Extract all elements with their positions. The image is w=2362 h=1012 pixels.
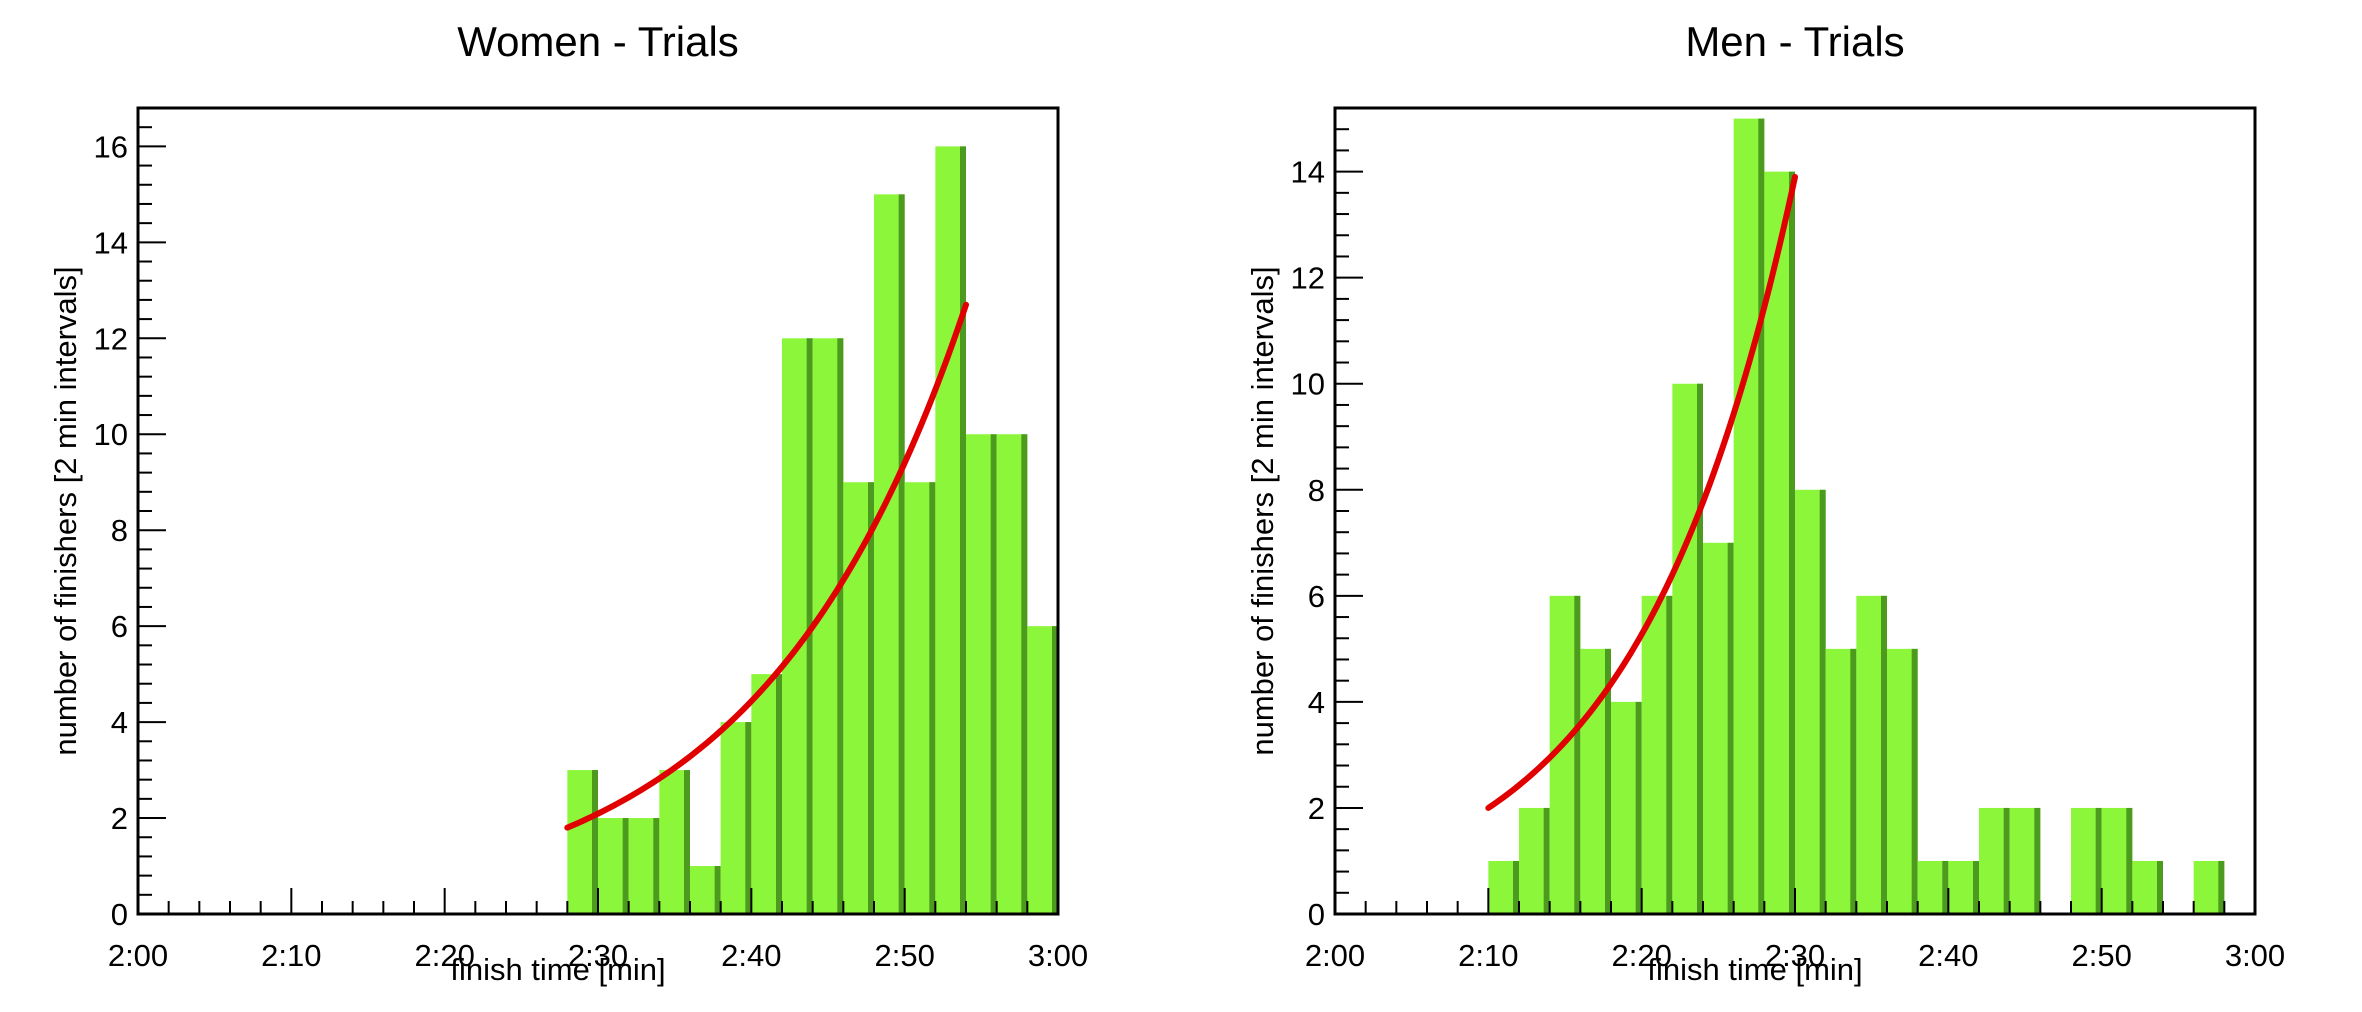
x-tick-label: 2:50 bbox=[2071, 938, 2131, 973]
y-tick-label: 14 bbox=[1291, 155, 1325, 190]
histogram-bar-edge bbox=[837, 338, 844, 914]
histogram-bar-edge bbox=[592, 770, 598, 914]
x-tick-label: 2:00 bbox=[108, 938, 168, 973]
histogram-bar-edge bbox=[2003, 807, 2010, 914]
histogram-bar-edge bbox=[1574, 595, 1581, 914]
histogram-bar-edge bbox=[990, 434, 997, 914]
y-tick-label: 12 bbox=[94, 321, 128, 356]
histogram-bar-edge bbox=[1543, 807, 1550, 914]
chart-panel-2: Men - Trials 2:00 2:10 2:20 2:30 2:40 2:50 3:00… bbox=[1245, 18, 2285, 987]
y-tick-label: 4 bbox=[111, 705, 128, 740]
histogram-bar-edge bbox=[960, 146, 966, 914]
y-tick-label: 6 bbox=[111, 609, 128, 644]
histogram-bar-edge bbox=[1697, 383, 1703, 915]
histogram-bar-edge bbox=[776, 674, 782, 914]
x-axis-label: finish time [min] bbox=[450, 952, 665, 987]
histogram-bar-edge bbox=[622, 818, 629, 914]
chart-title: Women - Trials bbox=[457, 18, 739, 65]
chart-panel-1: Women - Trials 2:00 2:10 2:20 2:30 2:40 2:50 3:… bbox=[48, 18, 1088, 987]
histogram-bar-edge bbox=[2157, 860, 2163, 914]
x-tick-label: 3:00 bbox=[2225, 938, 2285, 973]
x-tick-label: 2:10 bbox=[261, 938, 321, 973]
x-tick-label: 2:40 bbox=[1918, 938, 1978, 973]
y-tick-label: 0 bbox=[111, 897, 128, 932]
histogram-bar-edge bbox=[1789, 171, 1795, 914]
histogram-bar-edge bbox=[1819, 489, 1826, 914]
histogram-bar-edge bbox=[1513, 860, 1519, 914]
histogram-bar-edge bbox=[2034, 807, 2041, 914]
histogram-bar-edge bbox=[1052, 626, 1058, 914]
histogram-bar-edge bbox=[1666, 595, 1673, 914]
y-tick-label: 0 bbox=[1308, 897, 1325, 932]
x-axis-label: finish time [min] bbox=[1647, 952, 1862, 987]
fit-curve bbox=[1485, 173, 1798, 811]
histogram-bar-edge bbox=[2218, 860, 2225, 914]
histogram-bar-edge bbox=[1850, 648, 1857, 914]
y-tick-label: 10 bbox=[1291, 367, 1325, 402]
y-axis-label: number of finishers [2 min intervals] bbox=[48, 266, 83, 755]
y-tick-label: 12 bbox=[1291, 261, 1325, 296]
y-tick-label: 4 bbox=[1308, 685, 1325, 720]
x-tick-label: 2:40 bbox=[721, 938, 781, 973]
histogram-bar-edge bbox=[868, 482, 874, 914]
y-tick-label: 2 bbox=[1308, 791, 1325, 826]
histogram-bar-edge bbox=[1973, 860, 1979, 914]
histogram-bar-edge bbox=[929, 482, 936, 914]
histogram-bar-edge bbox=[714, 866, 721, 914]
histogram-bar-edge bbox=[1605, 648, 1611, 914]
x-tick-label: 2:30 bbox=[568, 938, 628, 973]
chart-title: Men - Trials bbox=[1685, 18, 1904, 65]
histogram-bar-edge bbox=[1021, 434, 1028, 914]
y-tick-label: 10 bbox=[94, 417, 128, 452]
y-tick-label: 14 bbox=[94, 225, 128, 260]
x-tick-label: 2:50 bbox=[874, 938, 934, 973]
y-tick-label: 16 bbox=[94, 129, 128, 164]
histogram-bar-edge bbox=[1911, 648, 1918, 914]
histogram-bar-edge bbox=[1881, 595, 1887, 914]
x-tick-label: 2:20 bbox=[414, 938, 474, 973]
y-tick-label: 6 bbox=[1308, 579, 1325, 614]
x-tick-label: 2:20 bbox=[1611, 938, 1671, 973]
y-tick-label: 8 bbox=[1308, 473, 1325, 508]
histogram-bar-edge bbox=[898, 194, 905, 914]
histogram-bar-edge bbox=[1758, 118, 1765, 914]
histogram-bar-edge bbox=[1727, 542, 1734, 914]
histogram-bar-edge bbox=[2095, 807, 2102, 914]
histogram-bar-edge bbox=[653, 818, 660, 914]
histogram-bar-edge bbox=[1635, 701, 1642, 914]
x-tick-label: 2:30 bbox=[1765, 938, 1825, 973]
histogram-bar-edge bbox=[684, 770, 690, 914]
histogram-bar-edge bbox=[1942, 860, 1949, 914]
histogram-bar-edge bbox=[2126, 807, 2133, 914]
fit-curve bbox=[564, 301, 969, 831]
y-tick-label: 2 bbox=[111, 801, 128, 836]
y-axis-label: number of finishers [2 min intervals] bbox=[1245, 266, 1280, 755]
x-tick-label: 3:00 bbox=[1028, 938, 1088, 973]
histogram-bar-edge bbox=[745, 722, 752, 914]
x-tick-label: 2:10 bbox=[1458, 938, 1518, 973]
x-tick-label: 2:00 bbox=[1305, 938, 1365, 973]
y-tick-label: 8 bbox=[111, 513, 128, 548]
